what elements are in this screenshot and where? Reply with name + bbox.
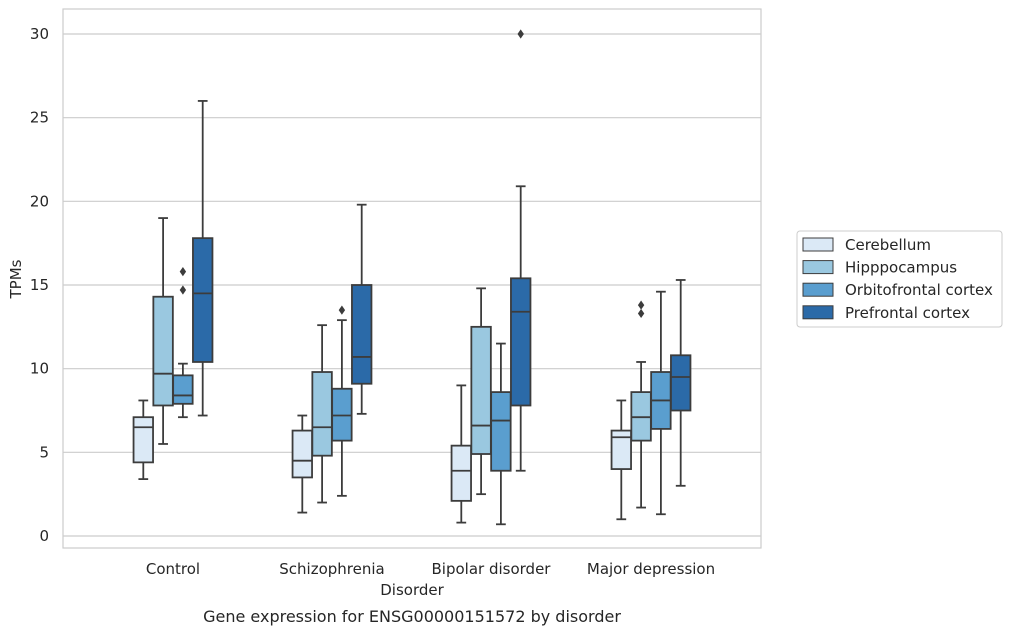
legend-swatch [802, 282, 834, 297]
x-tick-label: Control [146, 560, 200, 578]
outlier-point [637, 300, 645, 310]
legend-label: Prefrontal cortex [845, 304, 970, 322]
legend-swatch [802, 260, 834, 275]
legend-label: Cerebellum [845, 236, 931, 254]
box-orbitofrontal-cortex-3 [650, 290, 672, 516]
outlier-point [179, 285, 187, 295]
box-iqr [172, 374, 194, 405]
box-hipppocampus-3 [630, 300, 652, 509]
y-tick-label: 0 [39, 527, 49, 545]
y-tick-label: 30 [30, 25, 49, 43]
outlier-point [637, 308, 645, 319]
box-prefrontal-cortex-0 [192, 100, 214, 417]
box-iqr [470, 325, 492, 455]
box-iqr [132, 416, 154, 464]
box-iqr [450, 444, 472, 502]
box-prefrontal-cortex-2 [510, 29, 532, 472]
box-cerebellum-2 [450, 384, 472, 524]
y-tick-label: 20 [30, 192, 49, 210]
y-tick-label: 10 [30, 360, 49, 378]
box-orbitofrontal-cortex-0 [172, 267, 194, 419]
y-tick-labels: 0 5 10 15 20 25 30 [30, 25, 49, 545]
box-iqr [311, 371, 333, 457]
outlier-point [179, 267, 187, 277]
legend-swatch [802, 237, 834, 252]
box-prefrontal-cortex-1 [351, 203, 373, 415]
box-iqr [351, 284, 373, 385]
legend-swatch [802, 305, 834, 320]
x-tick-label: Bipolar disorder [432, 560, 552, 578]
legend-label: Hipppocampus [845, 259, 957, 277]
x-tick-label: Major depression [587, 560, 715, 578]
y-tick-label: 5 [39, 443, 49, 461]
y-tick-label: 25 [30, 109, 49, 127]
plot-marks [132, 29, 692, 526]
box-orbitofrontal-cortex-1 [331, 305, 353, 497]
y-axis-title: TPMs [7, 259, 25, 299]
x-tick-label: Schizophrenia [279, 560, 384, 578]
outlier-point [338, 305, 346, 315]
legend-frame [796, 230, 1003, 328]
legend-label: Orbitofrontal cortex [845, 281, 993, 299]
box-hipppocampus-2 [470, 287, 492, 496]
y-tick-label: 15 [30, 276, 49, 294]
x-tick-labels: Control Schizophrenia Bipolar disorder Majo… [146, 560, 715, 578]
box-cerebellum-0 [132, 399, 154, 481]
box-iqr [291, 429, 313, 479]
box-cerebellum-3 [610, 399, 632, 521]
box-hipppocampus-1 [311, 324, 333, 504]
box-iqr [490, 391, 512, 472]
box-prefrontal-cortex-3 [670, 279, 692, 487]
box-cerebellum-1 [291, 414, 313, 514]
plot-frame [62, 8, 762, 549]
box-iqr [192, 237, 214, 363]
outlier-point [517, 29, 524, 39]
legend: Cerebellum Hipppocampus Orbitofrontal cort… [796, 230, 1003, 328]
box-iqr [670, 354, 692, 412]
box-iqr [152, 295, 174, 407]
x-axis-title: Disorder [380, 581, 444, 599]
box-iqr [510, 277, 532, 407]
box-orbitofrontal-cortex-2 [490, 342, 512, 526]
box-hipppocampus-0 [152, 217, 174, 445]
grid-lines [63, 33, 761, 537]
box-iqr [610, 429, 632, 470]
chart-caption: Gene expression for ENSG00000151572 by d… [203, 607, 621, 626]
